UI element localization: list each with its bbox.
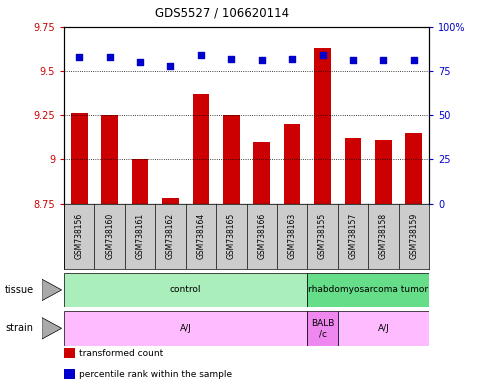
Text: tissue: tissue bbox=[5, 285, 34, 295]
Text: GSM738161: GSM738161 bbox=[136, 213, 144, 259]
Text: A/J: A/J bbox=[378, 324, 389, 333]
Point bbox=[106, 54, 113, 60]
Bar bbox=[71, 113, 88, 204]
Point bbox=[349, 57, 357, 63]
Text: GSM738165: GSM738165 bbox=[227, 213, 236, 259]
Point bbox=[380, 57, 387, 63]
Text: GSM738158: GSM738158 bbox=[379, 213, 388, 259]
Text: GSM738155: GSM738155 bbox=[318, 213, 327, 259]
Bar bbox=[64, 311, 307, 346]
Bar bbox=[338, 311, 429, 346]
Bar bbox=[193, 94, 209, 204]
Point bbox=[227, 56, 235, 62]
Point bbox=[410, 57, 418, 63]
Text: BALB
/c: BALB /c bbox=[311, 319, 334, 338]
Point bbox=[167, 63, 175, 69]
Point bbox=[75, 54, 83, 60]
Bar bbox=[132, 159, 148, 204]
Text: GSM738166: GSM738166 bbox=[257, 213, 266, 259]
Bar bbox=[314, 48, 331, 204]
Bar bbox=[162, 198, 179, 204]
Bar bbox=[345, 138, 361, 204]
Text: rhabdomyosarcoma tumor: rhabdomyosarcoma tumor bbox=[308, 285, 428, 295]
Text: percentile rank within the sample: percentile rank within the sample bbox=[79, 370, 232, 379]
Text: GSM738163: GSM738163 bbox=[287, 213, 297, 259]
Point bbox=[318, 52, 326, 58]
Point bbox=[258, 57, 266, 63]
Text: GSM738162: GSM738162 bbox=[166, 213, 175, 259]
Text: GSM738156: GSM738156 bbox=[75, 213, 84, 259]
Bar bbox=[253, 142, 270, 204]
Bar bbox=[64, 273, 307, 307]
Text: control: control bbox=[170, 285, 202, 295]
Point bbox=[136, 59, 144, 65]
Bar bbox=[307, 273, 429, 307]
Bar bbox=[375, 140, 391, 204]
Text: GDS5527 / 106620114: GDS5527 / 106620114 bbox=[155, 6, 289, 19]
Text: GSM738164: GSM738164 bbox=[196, 213, 206, 259]
Point bbox=[197, 52, 205, 58]
Text: A/J: A/J bbox=[180, 324, 192, 333]
Bar bbox=[102, 115, 118, 204]
Polygon shape bbox=[42, 279, 62, 301]
Bar bbox=[405, 133, 422, 204]
Text: GSM738160: GSM738160 bbox=[105, 213, 114, 259]
Text: GSM738157: GSM738157 bbox=[349, 213, 357, 259]
Bar bbox=[223, 115, 240, 204]
Point bbox=[288, 56, 296, 62]
Text: transformed count: transformed count bbox=[79, 349, 163, 358]
Bar bbox=[284, 124, 300, 204]
Polygon shape bbox=[42, 318, 62, 339]
Bar bbox=[307, 311, 338, 346]
Text: strain: strain bbox=[5, 323, 33, 333]
Text: GSM738159: GSM738159 bbox=[409, 213, 418, 259]
